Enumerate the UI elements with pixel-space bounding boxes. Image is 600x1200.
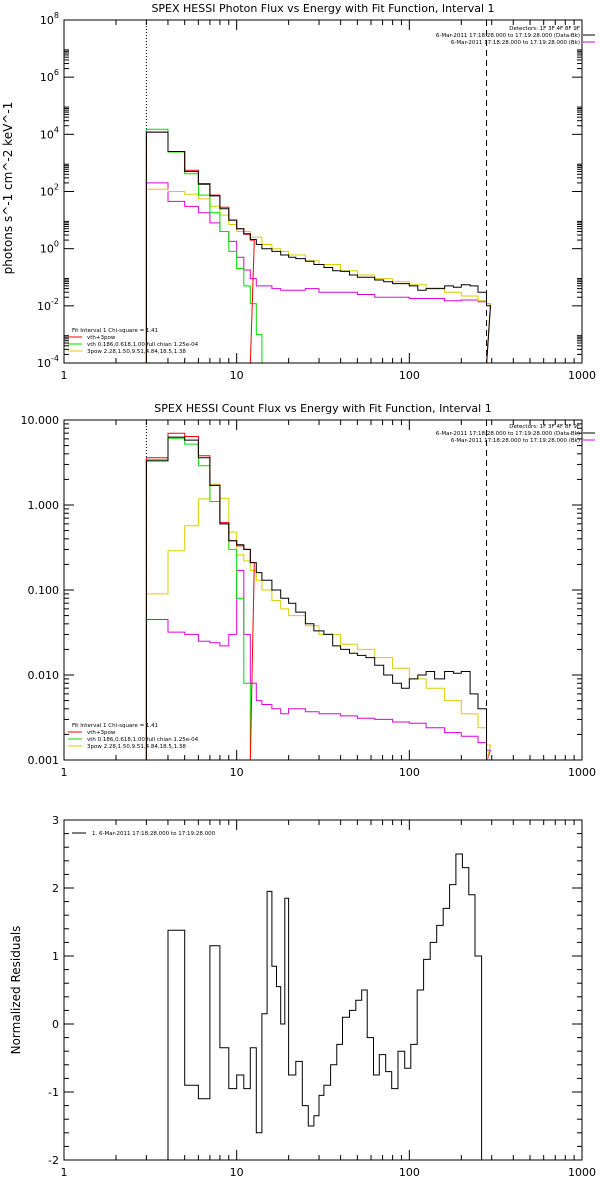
- x-tick-label: 1000: [568, 369, 596, 382]
- legend-3pow: 3pow 2.28,1.50,9.51,4.84,18.5,1.38: [87, 349, 186, 355]
- photon-flux-panel: SPEX HESSI Photon Flux vs Energy with Fi…: [1, 2, 580, 355]
- count-flux-panel: SPEX HESSI Count Flux vs Energy with Fit…: [72, 402, 580, 750]
- header-data-interval: 6-Mar-2011 17:18:28.000 to 17:19:28.000 …: [436, 33, 580, 39]
- x-tick-label: 1000: [568, 766, 596, 779]
- plot-frame: [63, 819, 583, 1161]
- y-tick-label: 1.000: [28, 499, 60, 512]
- legend-vth: vth 0.186,0.618,1.00 full chian 1.25e-04: [87, 737, 199, 743]
- y-tick-label: 3: [52, 814, 59, 827]
- residuals-legend-label: 1. 6-Mar-2011 17:18:28.000 to 17:19:28.0…: [92, 831, 216, 837]
- legend-3pow: 3pow 2.28,1.50,9.51,4.84,18.5,1.38: [87, 744, 186, 750]
- x-tick-label: 1: [61, 1166, 68, 1179]
- series-bk-line: [145, 569, 492, 760]
- photon-flux-y-axis-label: photons s^-1 cm^-2 keV^-1: [1, 102, 15, 275]
- y-tick-label: 0.010: [28, 669, 60, 682]
- y-tick-label: 0.100: [28, 584, 60, 597]
- legend-vth-3pow: vth+3pow: [87, 730, 116, 736]
- header-data-interval: 6-Mar-2011 17:18:28.000 to 17:19:28.000 …: [436, 431, 580, 437]
- y-tick-label: 0: [52, 1018, 59, 1031]
- legend-fit-interval: Fit Interval 1 Chi-square = 1.41: [72, 723, 158, 729]
- legend-vth: vth 0.186,0.618,1.00 full chian 1.25e-04: [87, 342, 199, 348]
- series-1. 6-Mar-2011 17:18:28.000 to 17:19:28.000-line: [167, 853, 483, 1160]
- y-tick-label: 2: [52, 882, 59, 895]
- header-detectors: Detectors: 1F 3F 4F 8F 9F: [509, 424, 580, 430]
- plot-frame: [63, 419, 583, 761]
- count-flux-header: Detectors: 1F 3F 4F 8F 9F 6-Mar-2011 17:…: [436, 424, 580, 444]
- x-tick-label: 1: [61, 369, 68, 382]
- x-tick-label: 1: [61, 766, 68, 779]
- photon-flux-header: Detectors: 1F 3F 4F 8F 9F 6-Mar-2011 17:…: [436, 26, 580, 46]
- count-flux-legend: Fit Interval 1 Chi-square = 1.41 vth+3po…: [72, 723, 199, 750]
- x-tick-label: 10: [230, 369, 244, 382]
- series-group: [145, 432, 492, 760]
- y-tick-label: 0.001: [28, 754, 60, 767]
- plot-area-2: 1 10 100 1000 0.001 0.010 0.100 1.000 10.000: [21, 414, 597, 779]
- x-tick-label: 10: [230, 1166, 244, 1179]
- series-group: [145, 128, 492, 363]
- series-data-bk-line: [145, 131, 492, 363]
- plot-area-3: 1 10 100 1000 -2 -1 0 1 2 3: [48, 814, 596, 1179]
- y-tick-label: 10.000: [21, 414, 60, 427]
- x-tick-label: 10: [230, 766, 244, 779]
- legend-vth-3pow: vth+3pow: [87, 335, 116, 341]
- plot-frame: [63, 19, 583, 364]
- x-tick-label: 100: [399, 1166, 420, 1179]
- residuals-y-axis-label: Normalized Residuals: [9, 926, 23, 1055]
- y-tick-label: 1: [52, 950, 59, 963]
- x-tick-label: 1000: [568, 1166, 596, 1179]
- y-tick-label: -1: [48, 1086, 59, 1099]
- series-3pow-line: [145, 483, 492, 760]
- photon-flux-legend: Fit Interval 1 Chi-square = 1.41 vth+3po…: [72, 328, 199, 355]
- count-flux-title: SPEX HESSI Count Flux vs Energy with Fit…: [154, 402, 491, 415]
- photon-flux-title: SPEX HESSI Photon Flux vs Energy with Fi…: [151, 2, 494, 15]
- legend-fit-interval: Fit Interval 1 Chi-square = 1.41: [72, 328, 158, 334]
- x-tick-label: 100: [399, 369, 420, 382]
- residuals-panel: Normalized Residuals 1. 6-Mar-2011 17:18…: [9, 831, 216, 1054]
- y-tick-label: -2: [48, 1154, 59, 1167]
- header-detectors: Detectors: 1F 3F 4F 8F 9F: [509, 26, 580, 32]
- header-bk-interval: 6-Mar-2011 17:18:28.000 to 17:19:28.000 …: [451, 438, 580, 444]
- series-group: [167, 853, 483, 1160]
- header-bk-interval: 6-Mar-2011 17:18:28.000 to 17:19:28.000 …: [451, 40, 580, 46]
- series-data-bk-line: [145, 436, 487, 760]
- series-bk-line: [145, 182, 492, 363]
- x-tick-label: 100: [399, 766, 420, 779]
